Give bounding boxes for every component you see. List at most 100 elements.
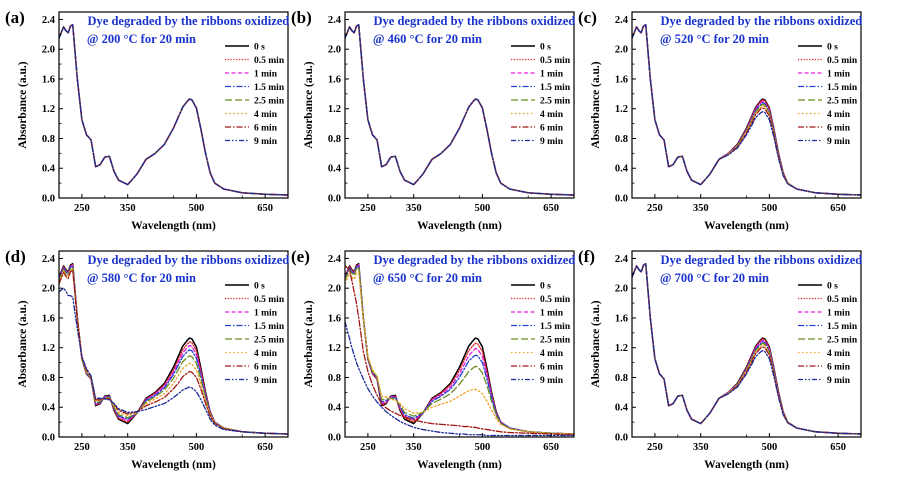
- legend-label-5: 2.5 min: [827, 97, 858, 107]
- y-tick-label: 1.2: [328, 343, 341, 354]
- chart-title-line-1: Dye degraded by the ribbons oxidized: [88, 14, 290, 28]
- legend-label-2: 0.5 min: [254, 295, 285, 305]
- legend-label-1: 0 s: [540, 282, 551, 292]
- y-tick-label: 2.0: [328, 45, 341, 56]
- panel-letter: (d): [5, 247, 26, 266]
- y-tick-label: 0.0: [615, 433, 628, 444]
- x-tick-label: 250: [74, 442, 90, 453]
- x-tick-label: 350: [693, 203, 709, 214]
- x-axis-label: Wavelength (nm): [131, 220, 216, 232]
- legend-label-8: 9 min: [254, 376, 278, 386]
- legend-label-1: 0 s: [827, 43, 838, 53]
- legend-label-7: 6 min: [254, 124, 278, 134]
- legend-label-8: 9 min: [254, 137, 278, 147]
- legend-label-4: 1.5 min: [540, 83, 571, 93]
- x-tick-label: 650: [257, 203, 273, 214]
- chart-panel-e: (e) Dye degraded by the ribbons oxidized @…: [291, 247, 575, 471]
- x-tick-label: 500: [475, 203, 491, 214]
- legend-label-2: 0.5 min: [540, 295, 571, 305]
- chart-panel-b: (b) Dye degraded by the ribbons oxidized @…: [291, 8, 575, 232]
- chart-title-line-1: Dye degraded by the ribbons oxidized: [88, 253, 290, 267]
- legend-label-8: 9 min: [827, 137, 851, 147]
- legend-label-1: 0 s: [827, 282, 838, 292]
- x-tick-label: 250: [360, 203, 376, 214]
- series-line-7: [345, 265, 574, 436]
- x-tick-label: 250: [647, 442, 663, 453]
- legend: 0 s 0.5 min 1 min 1.5 min 2.5 min 4 min 6 min 9…: [798, 43, 858, 147]
- y-tick-label: 1.2: [615, 104, 628, 115]
- y-tick-label: 1.6: [615, 313, 628, 324]
- y-tick-label: 0.0: [328, 194, 341, 205]
- legend-label-6: 4 min: [540, 110, 564, 120]
- panel-letter: (f): [578, 247, 595, 266]
- y-tick-label: 0.8: [328, 373, 341, 384]
- legend: 0 s 0.5 min 1 min 1.5 min 2.5 min 4 min 6 min 9…: [798, 282, 858, 386]
- x-tick-label: 350: [406, 442, 422, 453]
- legend-label-6: 4 min: [827, 110, 851, 120]
- legend-label-7: 6 min: [827, 363, 851, 373]
- y-tick-label: 2.0: [42, 284, 55, 295]
- legend-label-4: 1.5 min: [540, 322, 571, 332]
- x-tick-label: 500: [189, 203, 205, 214]
- legend: 0 s 0.5 min 1 min 1.5 min 2.5 min 4 min 6 min 9…: [225, 282, 285, 386]
- legend-label-3: 1 min: [254, 309, 278, 319]
- chart-title-line-1: Dye degraded by the ribbons oxidized: [374, 253, 576, 267]
- y-tick-label: 0.8: [328, 134, 341, 145]
- x-tick-label: 650: [543, 442, 559, 453]
- x-tick-label: 500: [762, 203, 778, 214]
- y-axis-label: Absorbance (a.u.): [17, 61, 29, 148]
- x-tick-label: 250: [647, 203, 663, 214]
- legend-label-5: 2.5 min: [540, 97, 571, 107]
- x-tick-label: 650: [257, 442, 273, 453]
- y-tick-label: 0.8: [42, 134, 55, 145]
- chart-title-line-1: Dye degraded by the ribbons oxidized: [661, 14, 863, 28]
- series-line-8: [345, 321, 574, 437]
- x-tick-label: 350: [120, 442, 136, 453]
- x-tick-label: 350: [120, 203, 136, 214]
- y-axis-label: Absorbance (a.u.): [303, 61, 315, 148]
- y-tick-label: 2.4: [615, 254, 629, 265]
- legend: 0 s 0.5 min 1 min 1.5 min 2.5 min 4 min 6 min 9…: [225, 43, 285, 147]
- series-line-8: [59, 23, 288, 196]
- y-tick-label: 0.8: [615, 134, 628, 145]
- legend-label-8: 9 min: [540, 376, 564, 386]
- y-tick-label: 1.2: [615, 343, 628, 354]
- y-tick-label: 0.4: [615, 403, 629, 414]
- x-axis-label: Wavelength (nm): [131, 459, 216, 471]
- legend-label-4: 1.5 min: [254, 83, 285, 93]
- x-tick-label: 500: [762, 442, 778, 453]
- panel-letter: (a): [5, 8, 25, 27]
- y-tick-label: 1.6: [328, 313, 341, 324]
- chart-panel-d: (d) Dye degraded by the ribbons oxidized @…: [5, 247, 289, 471]
- series-group: [345, 23, 574, 196]
- legend-label-8: 9 min: [827, 376, 851, 386]
- y-tick-label: 1.2: [328, 104, 341, 115]
- x-axis-label: Wavelength (nm): [704, 459, 789, 471]
- legend-label-6: 4 min: [254, 349, 278, 359]
- legend-label-3: 1 min: [540, 309, 564, 319]
- series-group: [632, 262, 861, 435]
- legend-label-5: 2.5 min: [540, 336, 571, 346]
- y-tick-label: 2.4: [42, 254, 56, 265]
- y-tick-label: 2.0: [42, 45, 55, 56]
- series-line-8: [59, 287, 288, 435]
- y-tick-label: 0.0: [328, 433, 341, 444]
- chart-panel-a: (a) Dye degraded by the ribbons oxidized @…: [5, 8, 289, 232]
- y-axis-label: Absorbance (a.u.): [590, 61, 602, 148]
- legend-label-8: 9 min: [540, 137, 564, 147]
- legend-label-3: 1 min: [827, 309, 851, 319]
- legend-label-1: 0 s: [540, 43, 551, 53]
- y-tick-label: 1.2: [42, 104, 55, 115]
- y-tick-label: 2.4: [328, 254, 342, 265]
- legend-label-4: 1.5 min: [254, 322, 285, 332]
- legend-label-3: 1 min: [540, 70, 564, 80]
- y-tick-label: 0.4: [42, 164, 56, 175]
- chart-title-line-1: Dye degraded by the ribbons oxidized: [661, 253, 863, 267]
- chart-panel-f: (f) Dye degraded by the ribbons oxidized @…: [578, 247, 862, 471]
- legend-label-1: 0 s: [254, 282, 265, 292]
- legend-label-5: 2.5 min: [254, 97, 285, 107]
- y-tick-label: 1.2: [42, 343, 55, 354]
- chart-title-line-2: @ 580 °C for 20 min: [87, 271, 196, 285]
- x-tick-label: 650: [830, 442, 846, 453]
